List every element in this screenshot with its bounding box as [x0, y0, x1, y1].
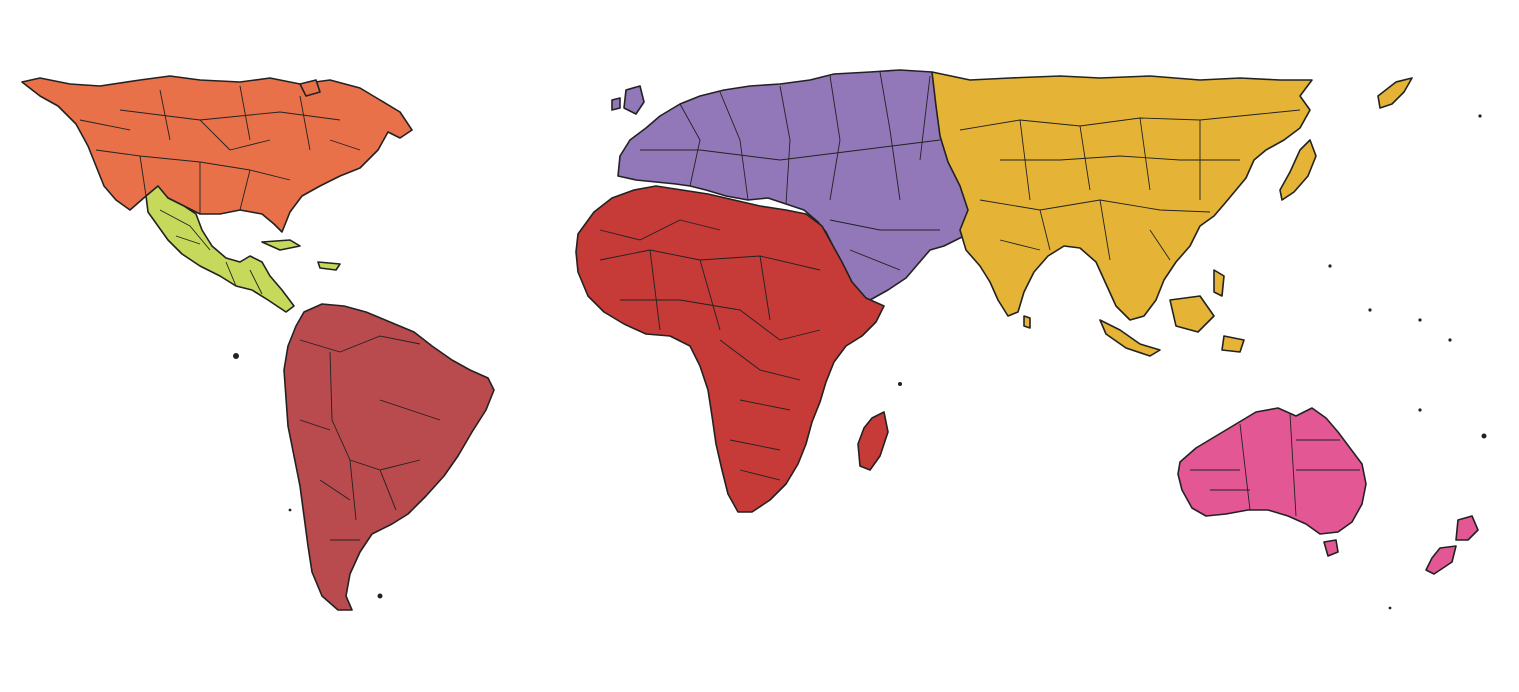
sri-lanka [1023, 315, 1031, 329]
minor-islands [233, 79, 1487, 610]
british-isles [611, 85, 645, 115]
north-america-internal-borders [79, 85, 361, 214]
africa-landmass [575, 185, 885, 513]
philippines [1213, 269, 1225, 297]
pacific-speck-4 [1448, 338, 1452, 342]
region-europe [617, 69, 971, 303]
africa-internal-borders [599, 219, 821, 481]
galapagos-islands [233, 353, 239, 359]
region-central-america [145, 185, 295, 313]
madagascar [857, 411, 889, 471]
pacific-speck-6 [1418, 408, 1422, 412]
region-asia [931, 71, 1413, 357]
south-america-internal-borders [299, 335, 441, 541]
region-south-america [283, 303, 495, 611]
new-guinea-west [1221, 335, 1245, 353]
region-north-america [21, 75, 413, 233]
southern-speck [1388, 606, 1392, 610]
fiji [1481, 433, 1487, 439]
pacific-speck-5 [1478, 114, 1482, 118]
asia-internal-borders [959, 109, 1301, 261]
europe-landmass [617, 69, 971, 303]
seychelles [898, 382, 902, 386]
region-africa [575, 185, 889, 513]
falkland-islands [377, 593, 383, 599]
new-zealand [1425, 515, 1479, 575]
pacific-speck-3 [1418, 318, 1422, 322]
oceania-internal-borders [1190, 413, 1360, 517]
australia-landmass [1177, 407, 1367, 535]
tasmania [1323, 539, 1339, 557]
region-oceania [1177, 407, 1479, 575]
caribbean-islands [261, 239, 341, 271]
europe-internal-borders [640, 71, 941, 271]
greenland-fragment [299, 79, 321, 97]
north-america-landmass [21, 75, 413, 233]
japan [1279, 139, 1317, 201]
central-america-internal-borders [159, 209, 263, 295]
south-america-landmass [283, 303, 495, 611]
sumatra-borneo [1099, 295, 1215, 357]
kamchatka [1377, 77, 1413, 109]
pacific-speck-1 [1328, 264, 1332, 268]
asia-landmass [931, 71, 1313, 321]
pacific-speck-2 [1368, 308, 1372, 312]
central-america-landmass [145, 185, 295, 313]
juan-fernandez [288, 508, 292, 512]
